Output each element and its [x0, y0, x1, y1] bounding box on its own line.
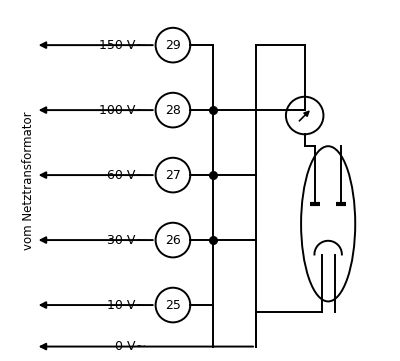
Text: 10 V~: 10 V~	[107, 299, 146, 312]
Text: 100 V~: 100 V~	[99, 104, 146, 117]
Text: 30 V~: 30 V~	[107, 234, 146, 247]
Text: 0 V~: 0 V~	[115, 340, 146, 353]
Text: 60 V~: 60 V~	[107, 169, 146, 182]
Text: 25: 25	[165, 299, 181, 312]
Text: 27: 27	[165, 169, 181, 182]
Text: 29: 29	[165, 39, 181, 52]
Text: vom Netztransformator: vom Netztransformator	[22, 111, 35, 250]
Text: 28: 28	[165, 104, 181, 117]
Text: 26: 26	[165, 234, 181, 247]
Text: 150 V~: 150 V~	[99, 39, 146, 52]
